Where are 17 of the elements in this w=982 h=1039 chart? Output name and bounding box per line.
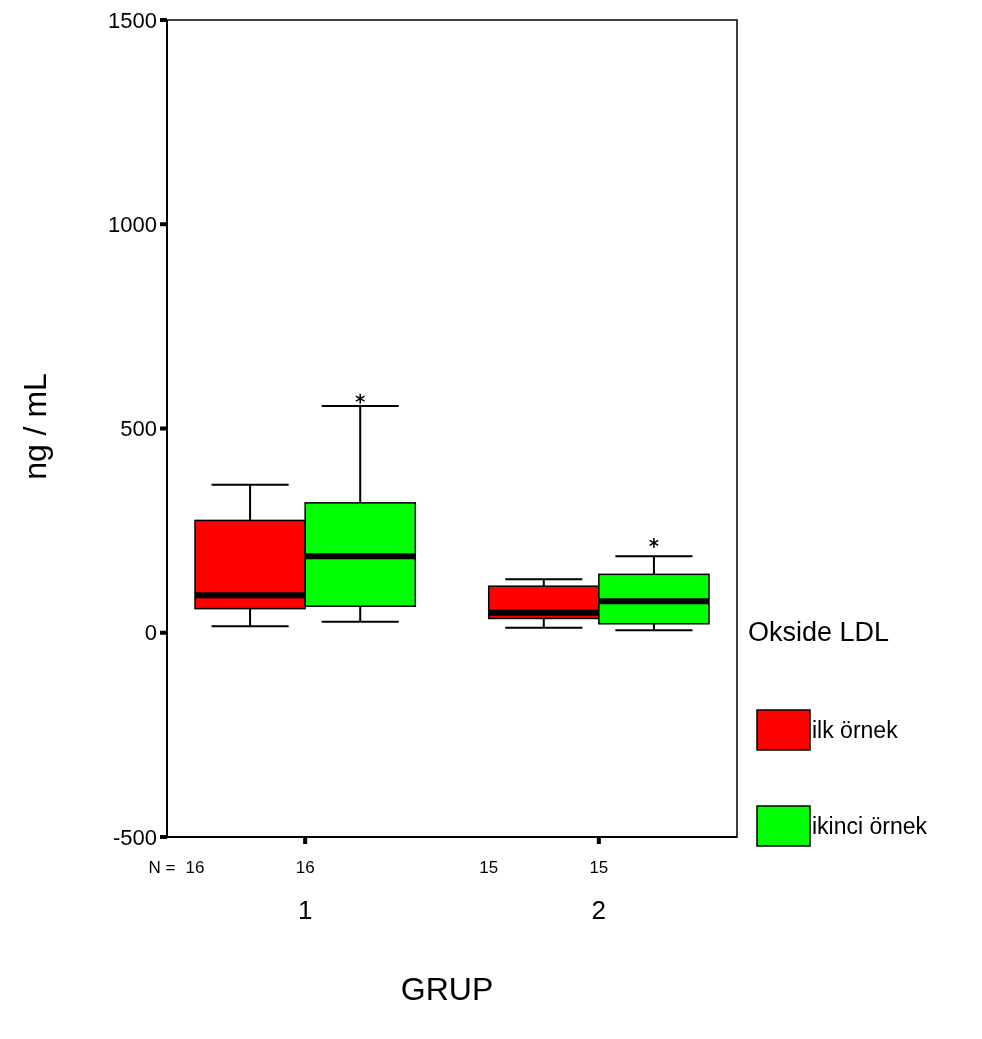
text: 16: [295, 858, 315, 877]
text: 15: [479, 858, 499, 877]
legend-title: Okside LDL: [748, 617, 890, 648]
y-tick-label: 0: [144, 620, 157, 646]
y-tick-label: 1000: [108, 211, 157, 237]
x-axis-title: GRUP: [400, 971, 494, 1007]
y-tick-label: -500: [112, 824, 157, 850]
legend-label: ikinci örnek: [812, 813, 928, 840]
x-tick-label: 2: [591, 895, 607, 925]
y-tick-label: 1500: [108, 7, 157, 33]
text: N =: [148, 858, 176, 877]
text: 15: [589, 858, 609, 877]
y-axis-title: ng / mL: [17, 373, 53, 480]
text: 16: [185, 858, 205, 877]
legend-label: ilk örnek: [812, 717, 899, 744]
x-tick-label: 1: [297, 895, 313, 925]
y-tick-label: 500: [120, 416, 157, 442]
